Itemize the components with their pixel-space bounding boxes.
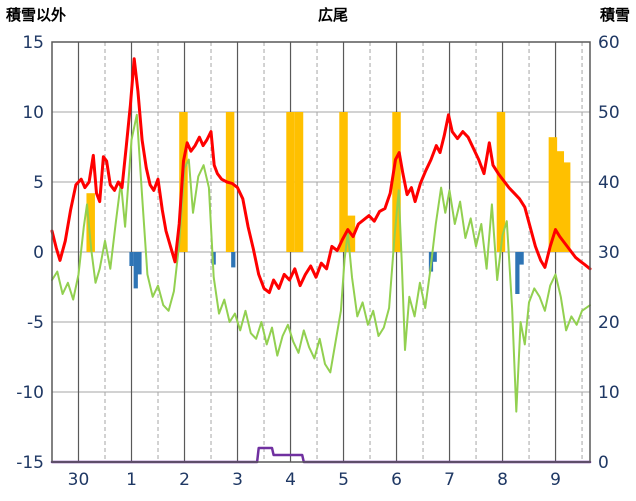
snow-depth-line <box>50 446 592 464</box>
precipitation-bars <box>137 252 142 275</box>
left-axis-tick-label: 15 <box>22 33 44 53</box>
x-axis-tick-label: 8 <box>497 470 508 490</box>
sunshine-bars <box>86 193 95 252</box>
right-axis-tick-label: 20 <box>598 313 620 333</box>
secondary-line <box>51 113 591 413</box>
x-axis-tick-label: 4 <box>285 470 296 490</box>
right-axis-tick-label: 30 <box>598 243 620 263</box>
right-axis-tick-label: 60 <box>598 33 620 53</box>
precipitation-bars <box>133 252 138 289</box>
temperature-line <box>50 57 592 295</box>
x-axis-tick-label: 7 <box>444 470 455 490</box>
precipitation-bars <box>231 252 236 268</box>
x-axis-tick-label: 3 <box>232 470 243 490</box>
x-axis-tick-label: 5 <box>338 470 349 490</box>
x-axis-tick-label: 6 <box>391 470 402 490</box>
right-axis-tick-label: 0 <box>598 453 609 473</box>
sunshine-bars <box>548 137 558 252</box>
right-axis-tick-label: 40 <box>598 173 620 193</box>
plot-border <box>51 41 591 463</box>
x-axis-tick-label: 30 <box>68 470 90 490</box>
page-title: 広尾 <box>317 6 348 24</box>
precipitation-bars <box>515 252 520 294</box>
left-axis-title: 積雪以外 <box>6 6 67 24</box>
left-axis-tick-label: 10 <box>22 103 44 123</box>
right-axis-tick-label: 50 <box>598 103 620 123</box>
sunshine-bars <box>555 151 565 252</box>
sunshine-bars <box>286 112 295 252</box>
sunshine-bars <box>339 112 348 252</box>
x-axis-tick-label: 9 <box>550 470 561 490</box>
left-axis-tick-label: -10 <box>16 383 44 403</box>
left-axis-tick-label: 0 <box>33 243 44 263</box>
right-axis-tick-label: 10 <box>598 383 620 403</box>
sunshine-bars <box>294 112 304 252</box>
left-axis-tick-label: 5 <box>33 173 44 193</box>
precipitation-bars <box>519 252 524 265</box>
sunshine-bars <box>392 112 401 252</box>
right-axis-title: 積雪 <box>599 6 630 24</box>
left-axis-tick-label: -15 <box>16 453 44 473</box>
x-axis-tick-label: 2 <box>179 470 190 490</box>
sunshine-bars <box>496 112 506 252</box>
precipitation-bars <box>432 252 437 262</box>
left-axis-tick-label: -5 <box>27 313 44 333</box>
chart-header: 積雪以外 広尾 積雪 <box>0 4 636 25</box>
precipitation-bars <box>129 252 134 266</box>
x-axis-tick-label: 1 <box>126 470 137 490</box>
sunshine-bars <box>561 162 571 252</box>
